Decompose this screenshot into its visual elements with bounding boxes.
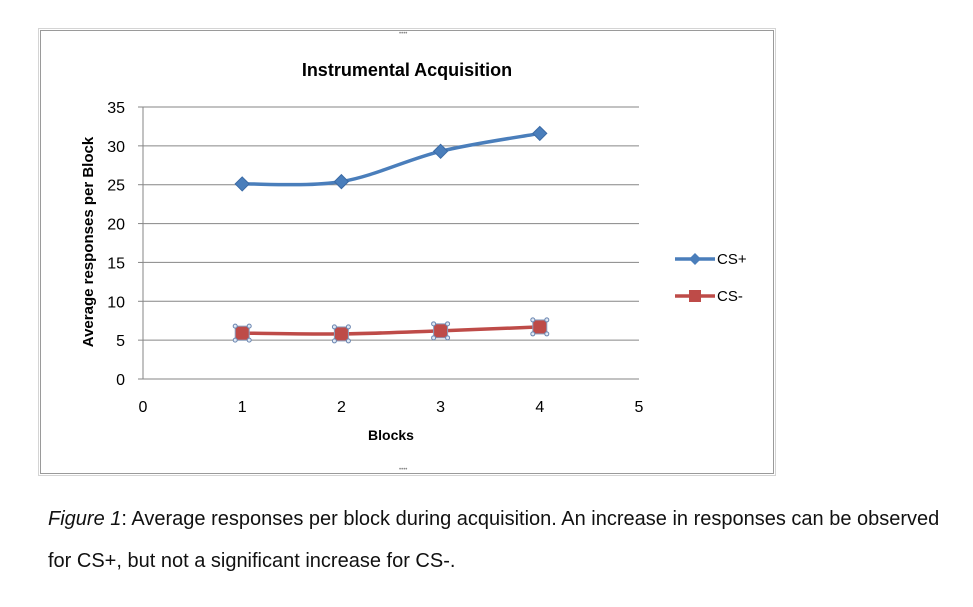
selection-handle — [530, 331, 536, 337]
selection-handle — [232, 323, 238, 329]
series-line — [242, 325, 540, 336]
resize-handle-top[interactable]: •••• — [399, 31, 408, 37]
line-chart: Instrumental Acquisition 051015202530350… — [80, 60, 747, 443]
selection-handle — [331, 338, 337, 344]
series-cs-minus — [232, 317, 550, 344]
data-point-diamond — [432, 143, 449, 160]
figure-caption: Figure 1: Average responses per block du… — [48, 498, 948, 582]
x-tick-label: 2 — [337, 399, 346, 416]
y-tick-label: 5 — [116, 333, 125, 350]
selection-handle — [232, 337, 238, 343]
legend: CS+ CS- — [675, 251, 747, 305]
selection-handle — [331, 324, 337, 330]
chart-frame: •••• •••• Instrumental Acquisition 0 5 10 1… — [38, 28, 776, 476]
legend-item-cs-plus: CS+ — [675, 251, 747, 268]
legend-item-cs-minus: CS- — [675, 288, 743, 305]
legend-label: CS- — [717, 288, 743, 305]
data-point-diamond — [234, 176, 250, 192]
x-tick-label: 4 — [535, 399, 544, 416]
gridlines — [143, 106, 639, 380]
chart-title: Instrumental Acquisition — [302, 60, 512, 80]
data-point-diamond — [333, 173, 350, 190]
selection-handle — [345, 338, 351, 344]
selection-handle — [445, 321, 451, 327]
figure-label: Figure 1 — [48, 508, 122, 530]
axes: 0 5 10 15 20 25 30 35 0 1 2 3 4 5 — [107, 100, 643, 416]
y-tick-label: 0 — [116, 372, 125, 389]
data-point-square — [333, 326, 349, 342]
selection-handle — [544, 331, 550, 337]
y-tick-label: 35 — [107, 100, 125, 117]
data-point-square — [234, 325, 250, 341]
x-tick-label: 1 — [238, 399, 247, 416]
x-axis-label: Blocks — [368, 427, 414, 443]
legend-marker-square — [689, 290, 701, 302]
resize-handle-bottom[interactable]: •••• — [399, 467, 408, 473]
legend-marker-diamond — [689, 253, 701, 265]
series-line — [242, 131, 541, 187]
y-tick-label: 15 — [107, 255, 125, 272]
y-tick-label: 10 — [107, 294, 125, 311]
selection-handle — [246, 337, 252, 343]
y-tick-label: 20 — [107, 217, 125, 234]
selection-handle — [345, 324, 351, 330]
data-point-diamond — [532, 125, 548, 142]
y-tick-label: 30 — [107, 139, 125, 156]
selection-handle — [431, 321, 437, 327]
selection-handle — [246, 323, 252, 329]
data-point-square — [532, 319, 548, 335]
y-axis-label: Average responses per Block — [80, 136, 97, 347]
y-tick-label: 25 — [107, 178, 125, 195]
selection-handle — [445, 335, 451, 341]
series — [232, 125, 550, 344]
selection-handle — [431, 335, 437, 341]
figure-caption-text: : Average responses per block during acq… — [48, 508, 940, 572]
legend-label: CS+ — [717, 251, 747, 268]
x-tick-label: 5 — [635, 399, 644, 416]
selection-handle — [544, 317, 550, 323]
x-tick-label: 0 — [139, 399, 148, 416]
selection-handle — [530, 317, 536, 323]
series-cs-plus — [234, 125, 548, 192]
x-tick-label: 3 — [436, 399, 445, 416]
data-point-square — [433, 323, 449, 339]
